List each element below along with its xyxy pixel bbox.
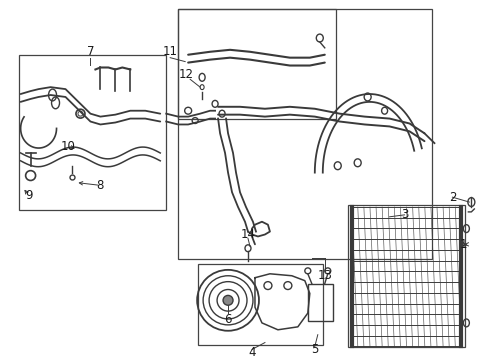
Text: 9: 9	[25, 189, 32, 202]
Text: 5: 5	[310, 343, 318, 356]
Text: 14: 14	[240, 228, 255, 241]
Text: 3: 3	[400, 208, 407, 221]
Bar	[178, 9, 335, 118]
Bar	[19, 55, 166, 210]
Text: 8: 8	[97, 179, 104, 192]
Bar	[198, 264, 322, 345]
Text: 6: 6	[224, 314, 231, 327]
Text: 12: 12	[178, 68, 193, 81]
Text: 11: 11	[163, 45, 177, 58]
Ellipse shape	[223, 296, 233, 305]
Text: 10: 10	[61, 140, 76, 153]
Bar	[178, 9, 431, 259]
Bar	[347, 205, 465, 347]
Text: 4: 4	[248, 346, 255, 359]
Text: 7: 7	[86, 45, 94, 58]
Text: 1: 1	[459, 238, 466, 251]
Text: 13: 13	[317, 269, 331, 282]
Text: 2: 2	[448, 191, 455, 204]
Bar	[307, 284, 332, 321]
